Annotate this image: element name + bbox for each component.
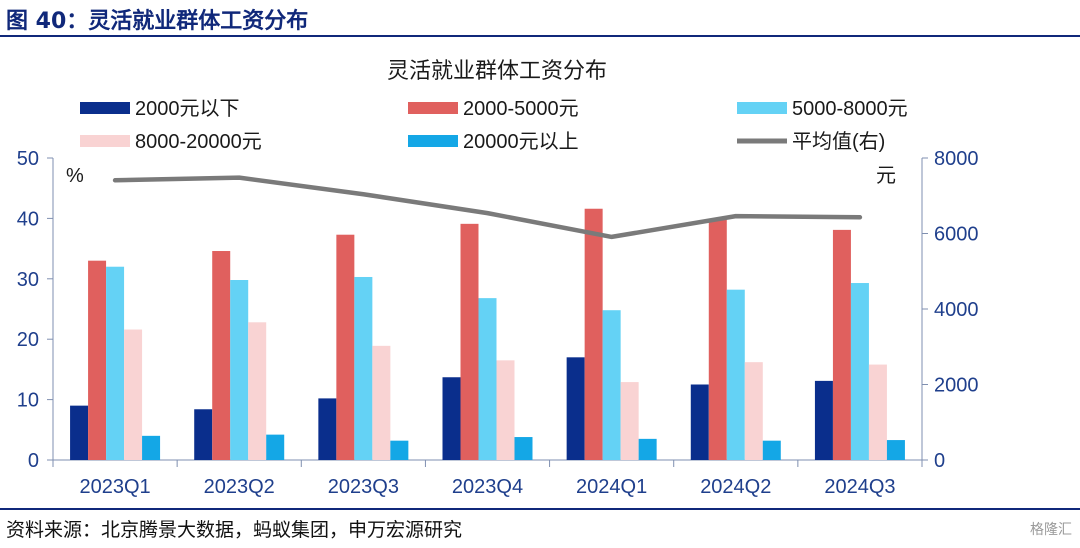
- bar: [886, 440, 905, 460]
- y-left-unit: %: [66, 165, 84, 187]
- x-tick-label: 2023Q4: [452, 476, 523, 498]
- y-tick-label-right: 8000: [934, 148, 979, 170]
- y-tick-label-left: 40: [17, 208, 39, 230]
- bar: [690, 384, 709, 460]
- bar: [708, 219, 727, 460]
- y-tick-label-right: 6000: [934, 224, 979, 246]
- bar: [566, 357, 585, 460]
- legend-swatch: [408, 135, 458, 147]
- bar: [850, 283, 869, 460]
- legend-swatch: [80, 102, 130, 114]
- bar: [496, 360, 515, 460]
- x-tick-label: 2024Q1: [576, 476, 647, 498]
- y-tick-label-left: 50: [17, 148, 39, 170]
- bar: [514, 437, 533, 460]
- bar: [354, 276, 373, 460]
- legend-swatch: [737, 102, 787, 114]
- legend-swatch: [408, 102, 458, 114]
- bar: [372, 345, 391, 460]
- bar: [142, 435, 161, 460]
- legend-label: 平均值(右): [792, 130, 885, 153]
- bar: [248, 322, 267, 460]
- bar: [124, 329, 143, 460]
- x-tick-label: 2024Q2: [700, 476, 771, 498]
- bar: [584, 208, 603, 460]
- bar: [620, 382, 639, 460]
- y-tick-label-left: 0: [28, 450, 39, 472]
- legend-label: 5000-8000元: [792, 98, 908, 120]
- figure-label: 图 40：灵活就业群体工资分布: [6, 9, 309, 34]
- plot-area: 灵活就业群体工资分布 2000元以下 2000-5000元 5000-8000元 800…: [17, 58, 979, 498]
- bar: [88, 260, 107, 460]
- bar: [762, 440, 781, 460]
- y-tick-label-left: 20: [17, 329, 39, 351]
- bar: [212, 251, 231, 460]
- bar: [460, 223, 479, 460]
- legend-label: 8000-20000元: [135, 131, 262, 153]
- bar: [70, 405, 89, 460]
- bar: [390, 440, 409, 460]
- bar: [318, 398, 337, 460]
- bar: [442, 377, 461, 460]
- bar: [638, 438, 657, 460]
- bar: [194, 409, 213, 460]
- y-tick-label-left: 10: [17, 390, 39, 412]
- bar: [744, 362, 763, 460]
- bar: [726, 289, 745, 460]
- bar: [106, 266, 125, 460]
- y-tick-label-right: 0: [934, 450, 945, 472]
- bar: [336, 234, 355, 460]
- bar: [602, 310, 621, 460]
- chart: 灵活就业群体工资分布 2000元以下 2000-5000元 5000-8000元 800…: [17, 58, 979, 498]
- bar: [832, 229, 851, 460]
- y-tick-label-left: 30: [17, 269, 39, 291]
- bar: [230, 280, 249, 460]
- source-note: 资料来源：北京腾景大数据，蚂蚁集团，申万宏源研究: [6, 519, 463, 541]
- watermark-logo: 格隆汇: [1030, 522, 1072, 538]
- bottom-rule: [0, 508, 1080, 510]
- y-tick-label-right: 2000: [934, 375, 979, 397]
- bar: [814, 380, 833, 460]
- y-right-unit: 元: [876, 165, 896, 187]
- average-line: [112, 175, 863, 240]
- legend-label: 20000元以上: [463, 130, 579, 153]
- legend-label: 2000-5000元: [463, 98, 579, 120]
- legend-swatch: [80, 135, 130, 147]
- x-tick-label: 2024Q3: [824, 476, 895, 498]
- bar: [266, 434, 285, 460]
- x-tick-label: 2023Q2: [204, 476, 275, 498]
- bar: [478, 298, 497, 460]
- y-tick-label-right: 4000: [934, 299, 979, 321]
- bar: [868, 364, 887, 460]
- x-tick-label: 2023Q1: [79, 476, 150, 498]
- x-tick-label: 2023Q3: [328, 476, 399, 498]
- chart-title: 灵活就业群体工资分布: [387, 58, 607, 83]
- legend-label: 2000元以下: [135, 98, 240, 120]
- top-rule: [0, 35, 1080, 37]
